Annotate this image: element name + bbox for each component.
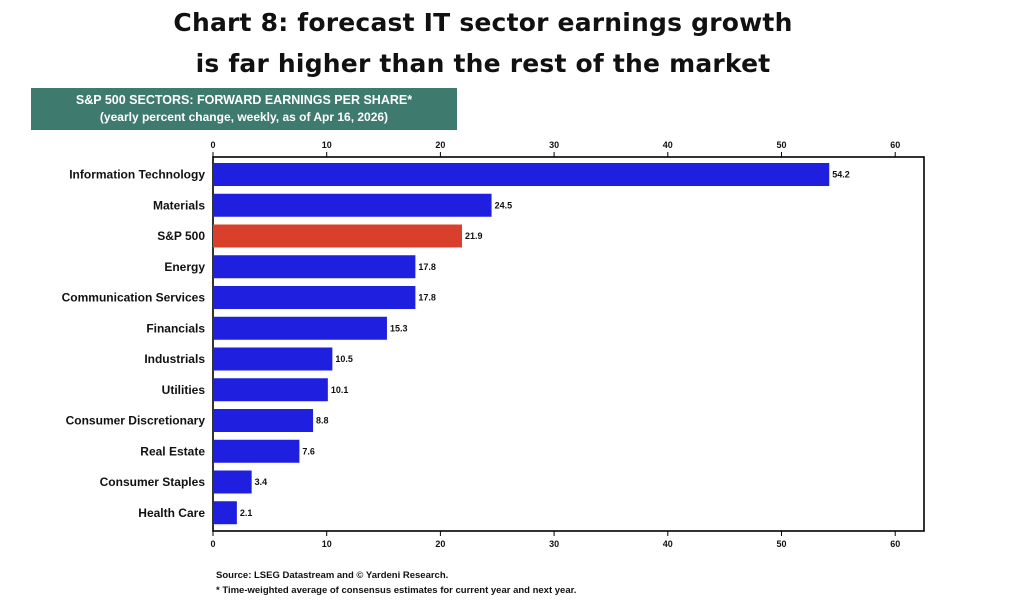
value-label: 10.1 <box>331 385 349 395</box>
value-label: 54.2 <box>832 170 850 180</box>
x-tick-label-top: 40 <box>663 140 673 150</box>
x-tick-label-top: 30 <box>549 140 559 150</box>
x-tick-label-top: 60 <box>890 140 900 150</box>
bar <box>213 439 300 463</box>
source-note: Source: LSEG Datastream and © Yardeni Re… <box>216 570 449 581</box>
x-tick-label-top: 10 <box>322 140 332 150</box>
category-label: Energy <box>164 260 205 274</box>
value-label: 24.5 <box>495 200 513 210</box>
plot-frame <box>212 156 925 532</box>
value-label: 15.3 <box>390 323 408 333</box>
x-tick-label-top: 0 <box>210 140 215 150</box>
bar <box>213 378 328 402</box>
x-tick-label-bottom: 50 <box>776 539 786 549</box>
category-label: Financials <box>146 321 205 335</box>
category-label: Utilities <box>162 383 206 397</box>
category-label: Information Technology <box>69 168 205 182</box>
headline-line-2: is far higher than the rest of the marke… <box>195 49 771 78</box>
x-tick-label-top: 20 <box>435 140 445 150</box>
bar <box>213 163 830 186</box>
value-label: 3.4 <box>255 477 268 487</box>
value-label: 17.8 <box>418 293 436 303</box>
category-label: Consumer Staples <box>100 475 206 489</box>
category-label: Communication Services <box>62 291 206 305</box>
chart-header-subtitle: (yearly percent change, weekly, as of Ap… <box>99 110 389 124</box>
chart-header-box: S&P 500 SECTORS: FORWARD EARNINGS PER SH… <box>31 88 457 130</box>
x-tick-label-bottom: 40 <box>663 539 673 549</box>
bar <box>213 470 252 494</box>
bar <box>213 193 492 217</box>
category-label: S&P 500 <box>157 229 205 243</box>
bar <box>213 316 387 340</box>
category-label: Industrials <box>144 352 205 366</box>
x-tick-label-bottom: 0 <box>210 539 215 549</box>
value-label: 21.9 <box>465 231 483 241</box>
bar <box>213 224 463 248</box>
value-label: 2.1 <box>240 508 253 518</box>
value-label: 8.8 <box>316 416 329 426</box>
x-tick-label-bottom: 30 <box>549 539 559 549</box>
footnote: * Time-weighted average of consensus est… <box>216 585 577 596</box>
bar <box>213 409 314 432</box>
category-label: Real Estate <box>140 444 205 458</box>
x-tick-label-top: 50 <box>776 140 786 150</box>
bar <box>213 347 333 371</box>
headline-line-1: Chart 8: forecast IT sector earnings gro… <box>173 8 793 37</box>
chart-header-title: S&P 500 SECTORS: FORWARD EARNINGS PER SH… <box>75 93 413 107</box>
bar <box>213 286 416 309</box>
category-label: Consumer Discretionary <box>66 414 206 428</box>
bar <box>213 255 416 279</box>
category-label: Materials <box>153 198 205 212</box>
value-label: 17.8 <box>418 262 436 272</box>
x-tick-label-bottom: 60 <box>890 539 900 549</box>
category-label: Health Care <box>138 506 205 520</box>
value-label: 7.6 <box>302 446 315 456</box>
x-tick-label-bottom: 20 <box>435 539 445 549</box>
x-tick-label-bottom: 10 <box>322 539 332 549</box>
bar <box>213 501 237 525</box>
value-label: 10.5 <box>335 354 353 364</box>
